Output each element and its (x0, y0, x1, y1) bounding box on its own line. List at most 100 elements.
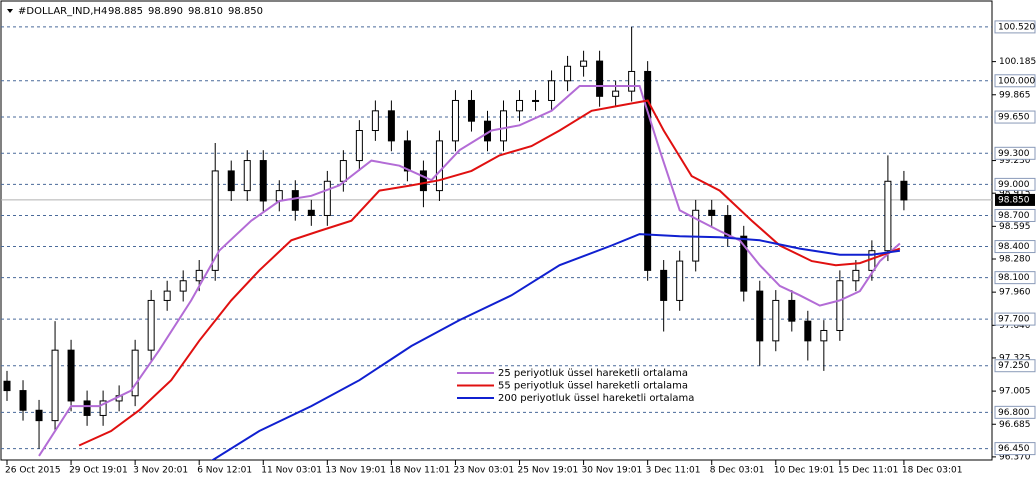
level-label: 98.400 (998, 242, 1030, 252)
x-tick-label: 29 Oct 19:01 (69, 466, 128, 476)
level-label-box (994, 110, 1036, 124)
candle-body (83, 400, 91, 416)
y-tick-label: 98.915 (999, 189, 1031, 199)
legend-label: 25 periyotluk üssel hareketli ortalama (498, 368, 688, 379)
candle-body (179, 280, 187, 292)
candle-body (323, 180, 331, 216)
x-tick-label: 18 Nov 11:01 (389, 466, 450, 476)
header-value: 98.850 (228, 6, 263, 17)
level-label: 100.520 (998, 22, 1035, 32)
candle-body (596, 60, 604, 97)
candle-body (195, 269, 203, 282)
level-label: 99.650 (998, 113, 1030, 123)
legend-label: 55 periyotluk üssel hareketli ortalama (498, 381, 688, 392)
level-label-box (994, 405, 1036, 419)
candle-body (788, 299, 796, 322)
candle-body (243, 160, 251, 192)
candle-body (660, 269, 668, 301)
candle-body (804, 320, 812, 342)
candle-body (339, 160, 347, 182)
x-tick-label: 13 Nov 19:01 (325, 466, 386, 476)
level-label-box (994, 442, 1036, 456)
y-tick-label: 97.960 (999, 288, 1031, 298)
x-tick-label: 10 Dec 19:01 (774, 466, 835, 476)
candle-body (580, 60, 588, 67)
candle-body (211, 170, 219, 271)
candle-body (836, 280, 844, 331)
y-tick-label: 99.230 (999, 156, 1031, 166)
x-tick-label: 23 Nov 03:01 (453, 466, 514, 476)
candle-body (532, 99, 540, 102)
candle-body (644, 70, 652, 271)
candle-body (740, 235, 748, 292)
y-tick-label: 98.595 (999, 222, 1031, 232)
x-tick-label: 25 Nov 19:01 (518, 466, 579, 476)
levels (1, 26, 992, 450)
level-label: 98.100 (998, 273, 1030, 283)
x-tick-label: 11 Nov 03:01 (261, 466, 322, 476)
legend: 25 periyotluk üssel hareketli ortalama 55… (457, 368, 694, 404)
level-label: 99.300 (998, 149, 1030, 159)
level-label: 98.700 (998, 211, 1030, 221)
candle-body (548, 80, 556, 101)
plot-frame (0, 0, 993, 461)
candle-body (852, 269, 860, 282)
candle-body (163, 290, 171, 301)
y-tick-label: 97.325 (999, 353, 1031, 363)
candle-body (307, 209, 315, 216)
level-label-box (994, 271, 1036, 285)
candle-body (900, 180, 908, 201)
candle-body (371, 110, 379, 132)
level-label-box (994, 240, 1036, 254)
candle-body (51, 349, 59, 422)
header-values: 98.885 98.890 98.810 98.850 (108, 6, 263, 17)
y-tick-label: 96.685 (999, 420, 1031, 430)
candle-body (772, 299, 780, 342)
x-tick-label: 18 Dec 03:01 (902, 466, 963, 476)
candle-body (467, 99, 475, 122)
x-tick-label: 26 Oct 2015 (5, 466, 61, 476)
level-label: 96.800 (998, 408, 1030, 418)
moving-average-line (210, 233, 901, 460)
candle-body (676, 260, 684, 301)
candle-body (355, 130, 363, 162)
menu-arrow[interactable] (7, 9, 13, 13)
x-tick-label: 8 Dec 03:01 (710, 466, 765, 476)
x-tick-label: 3 Dec 11:01 (646, 466, 701, 476)
candle-body (628, 70, 636, 92)
y-tick-label: 99.865 (999, 90, 1031, 100)
candle-body (820, 329, 828, 342)
level-label: 100.000 (998, 76, 1035, 86)
candle-body (724, 214, 732, 237)
level-label: 97.250 (998, 361, 1030, 371)
candle-body (275, 190, 283, 202)
candle-body (131, 349, 139, 397)
candle-body (435, 140, 443, 192)
header-value: 98.890 (148, 6, 183, 17)
level-label-box (994, 146, 1036, 160)
candle-body (35, 409, 43, 422)
level-label-box (994, 177, 1036, 191)
moving-average-line (38, 85, 901, 457)
level-label-box (994, 208, 1036, 222)
chart-title: #DOLLAR_IND,H4 (18, 6, 107, 17)
level-label-box (994, 312, 1036, 326)
y-tick-label: 98.280 (999, 254, 1031, 264)
candle-body (884, 180, 892, 252)
candle-body (500, 110, 508, 142)
candle-body (291, 190, 299, 211)
candle-body (708, 209, 716, 216)
header-value: 98.810 (188, 6, 223, 17)
x-tick-label: 15 Dec 11:01 (838, 466, 899, 476)
y-tick-label: 97.640 (999, 321, 1031, 331)
candle-body (147, 299, 155, 351)
candle-body (403, 140, 411, 172)
candle-body (3, 380, 11, 392)
candle-body (756, 290, 764, 342)
candle-body (516, 99, 524, 112)
x-tick-label: 6 Nov 12:01 (197, 466, 252, 476)
last-price-label: 98.850 (998, 195, 1030, 205)
plot (3, 26, 908, 460)
last-price-box (995, 193, 1035, 206)
